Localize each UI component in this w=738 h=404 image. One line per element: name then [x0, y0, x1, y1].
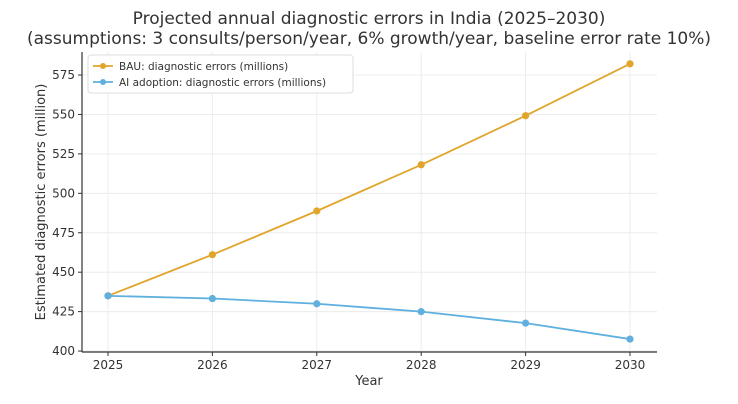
data-point — [208, 294, 216, 303]
y-axis-label: Estimated diagnostic errors (million) — [34, 84, 49, 321]
legend-marker — [100, 79, 106, 85]
y-tick-label: 525 — [52, 147, 75, 161]
data-point — [522, 112, 530, 120]
data-point — [104, 292, 112, 300]
y-tick-label: 550 — [52, 107, 75, 121]
x-tick-label: 2026 — [197, 358, 228, 372]
x-tick-label: 2027 — [302, 358, 333, 372]
y-tick-label: 425 — [52, 305, 75, 319]
data-point — [626, 335, 634, 343]
data-point — [313, 207, 321, 215]
y-tick-label: 400 — [52, 344, 75, 358]
data-point — [522, 319, 530, 327]
y-tick-label: 475 — [52, 226, 75, 240]
x-tick-label: 2025 — [93, 358, 124, 372]
y-tick-label: 500 — [52, 186, 75, 200]
series-line-1 — [107, 294, 631, 340]
data-point — [208, 251, 216, 259]
data-point — [313, 300, 321, 308]
data-point — [417, 161, 425, 169]
x-tick-label: 2028 — [406, 358, 437, 372]
y-tick-label: 450 — [52, 265, 75, 279]
chart-title: Projected annual diagnostic errors in In… — [133, 9, 606, 29]
x-tick-label: 2029 — [510, 358, 541, 372]
y-tick-label: 575 — [52, 68, 75, 82]
legend-label: AI adoption: diagnostic errors (millions… — [119, 77, 326, 89]
x-tick-label: 2030 — [615, 358, 646, 372]
data-point — [417, 308, 425, 316]
legend-box — [87, 54, 354, 94]
legend-label: BAU: diagnostic errors (millions) — [119, 61, 288, 73]
data-point — [626, 60, 634, 68]
x-axis-label: Year — [354, 374, 383, 389]
chart-subtitle: (assumptions: 3 consults/person/year, 6%… — [27, 29, 711, 49]
legend: BAU: diagnostic errors (millions) AI adop… — [87, 54, 354, 94]
legend-marker — [100, 63, 106, 69]
series-line-0 — [107, 63, 631, 297]
